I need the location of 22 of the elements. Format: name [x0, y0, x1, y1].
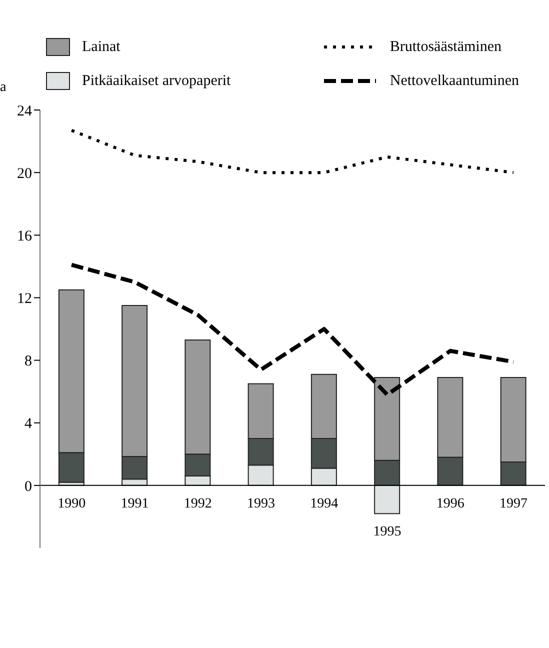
y-tick-label: 8: [24, 354, 32, 370]
legend-label: Nettovelkaantuminen: [390, 72, 519, 90]
x-tick-label: 1993: [246, 496, 275, 512]
y-tick-label: 0: [24, 478, 32, 495]
y-axis-title: a: [0, 80, 6, 96]
x-tick-label: 1995: [373, 524, 402, 540]
x-tick-label: 1997: [499, 496, 528, 512]
x-tick-label: 1996: [436, 496, 464, 512]
legend-label: Pitkäaikaiset arvopaperit: [82, 72, 231, 90]
y-tick-label: 12: [17, 291, 32, 308]
legend-label: Lainat: [82, 38, 120, 56]
legend-label: Bruttosäästäminen: [390, 38, 502, 56]
x-tick-label: 1992: [184, 496, 212, 512]
x-tick-label: 1991: [120, 496, 149, 512]
line-series: [70, 128, 515, 174]
x-tick-label: 1990: [58, 496, 86, 512]
y-tick-label: 24: [17, 103, 32, 120]
line-series: [70, 262, 516, 397]
y-tick-label: 20: [17, 166, 32, 182]
y-tick-label: 4: [24, 416, 32, 432]
x-tick-label: 1994: [310, 496, 338, 512]
y-tick-label: 16: [17, 228, 32, 244]
